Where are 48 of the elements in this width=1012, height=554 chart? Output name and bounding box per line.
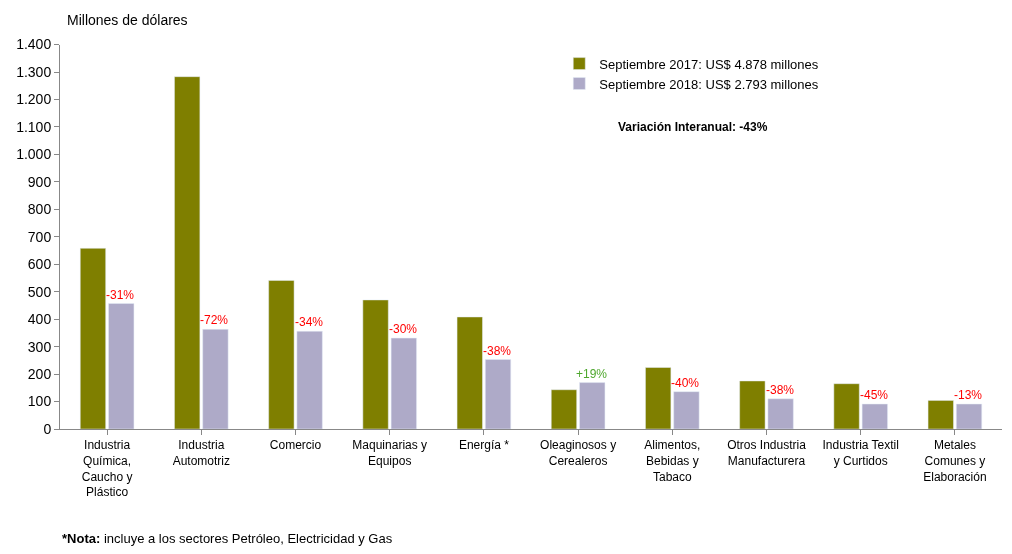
y-tick-label: 900 bbox=[27, 173, 52, 190]
legend-label: Septiembre 2017: US$ 4.878 millones bbox=[599, 56, 819, 72]
y-tick-label: 100 bbox=[27, 393, 52, 410]
y-tick-label: 1.100 bbox=[16, 118, 52, 135]
bar bbox=[956, 403, 982, 429]
annotation: -13% bbox=[954, 388, 983, 402]
x-tick-label: Industria Automotriz bbox=[172, 438, 230, 468]
y-tick-label: 1.300 bbox=[16, 63, 52, 80]
bar bbox=[485, 359, 511, 429]
bar bbox=[579, 382, 606, 429]
y-tick-label: 400 bbox=[27, 311, 52, 328]
annotation: -38% bbox=[766, 383, 795, 397]
y-tick-label: 700 bbox=[27, 228, 52, 245]
x-tick-label: Otros Industria Manufacturera bbox=[727, 438, 807, 468]
x-tick-label: Maquinarias y Equipos bbox=[352, 438, 428, 468]
y-tick-label: 1.000 bbox=[16, 146, 52, 163]
x-tick-label: Industria Textil y Curtidos bbox=[822, 438, 899, 468]
legend-label: Septiembre 2018: US$ 2.793 millones bbox=[599, 76, 819, 92]
x-tick-label: Energía * bbox=[458, 438, 510, 453]
bar bbox=[551, 389, 577, 429]
y-tick-label: 1.200 bbox=[16, 91, 52, 108]
x-tick-label: Metales Comunes y Elaboración bbox=[923, 438, 987, 484]
y-tick-label: 500 bbox=[27, 283, 52, 300]
annotation: -30% bbox=[389, 322, 418, 336]
y-axis-title: Millones de dólares bbox=[67, 12, 188, 28]
y-tick-label: 0 bbox=[43, 420, 52, 437]
annotation: Variación Interanual: -43% bbox=[618, 120, 768, 134]
annotation: -31% bbox=[106, 288, 135, 302]
text: *Nota: incluye a los sectores Petróleo, Electricidad y Gas bbox=[62, 531, 393, 546]
y-tick-label: 300 bbox=[27, 338, 52, 355]
bar bbox=[456, 316, 483, 429]
x-tick-label: Oleaginosos y Cerealeros bbox=[540, 438, 617, 468]
annotation: -38% bbox=[483, 344, 512, 358]
annotation: -72% bbox=[200, 313, 229, 327]
bar bbox=[927, 400, 954, 429]
annotation: -45% bbox=[860, 388, 889, 402]
x-tick-label: Industria Química, Caucho y Plástico bbox=[81, 438, 133, 500]
y-tick-label: 1.400 bbox=[16, 36, 52, 53]
annotation: +19% bbox=[576, 367, 608, 381]
annotation: -40% bbox=[671, 376, 700, 390]
y-tick-label: 800 bbox=[27, 201, 52, 218]
bar bbox=[108, 303, 135, 429]
annotation: -34% bbox=[295, 315, 324, 329]
x-tick-label: Comercio bbox=[269, 438, 322, 453]
x-tick-label: Alimentos, Bebidas y Tabaco bbox=[644, 438, 701, 484]
y-tick-label: 200 bbox=[27, 365, 52, 382]
y-tick-label: 600 bbox=[27, 256, 52, 273]
bar bbox=[80, 248, 106, 429]
